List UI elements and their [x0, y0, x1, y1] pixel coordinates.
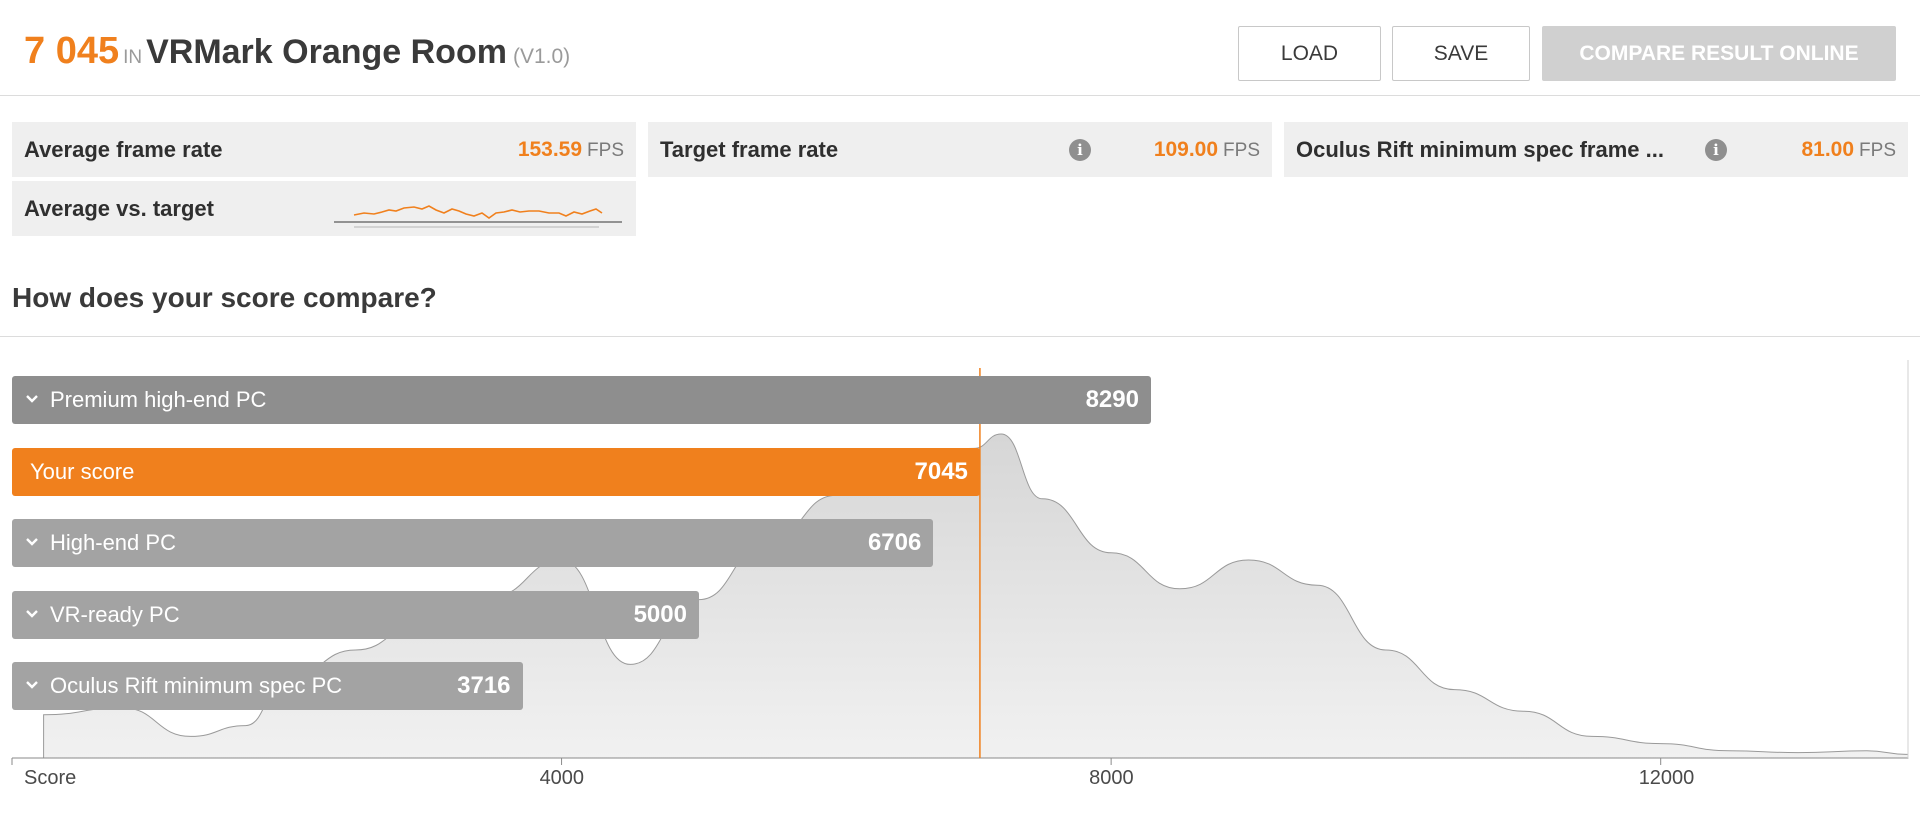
bar-value: 5000 — [633, 601, 687, 628]
x-tick-label: 4000 — [539, 767, 585, 789]
bar-label: Your score — [30, 459, 135, 484]
info-icon[interactable]: i — [1069, 139, 1091, 161]
save-button[interactable]: SAVE — [1392, 26, 1530, 81]
x-tick-label: 8000 — [1089, 767, 1134, 789]
compare-section-title: How does your score compare? — [12, 282, 437, 313]
oculus-min-spec-value: 81.00 FPS — [1801, 122, 1896, 178]
score-in-label: IN — [123, 47, 143, 68]
info-icon[interactable]: i — [1705, 139, 1727, 161]
average-frame-rate-label: Average frame rate — [24, 137, 223, 162]
bar-label: VR-ready PC — [50, 602, 180, 627]
bar-value: 8290 — [1085, 386, 1139, 413]
chevron-down-icon — [26, 610, 38, 618]
bar-label: Oculus Rift minimum spec PC — [50, 673, 343, 698]
oculus-min-spec-label: Oculus Rift minimum spec frame ... — [1296, 137, 1664, 162]
chevron-down-icon — [26, 681, 38, 689]
x-tick-label: 12000 — [1638, 767, 1695, 789]
target-frame-rate-tile: Target frame rate i 109.00 FPS — [648, 122, 1272, 177]
benchmark-version: (V1.0) — [512, 45, 571, 68]
comparison-bar[interactable]: Premium high-end PC 8290 — [12, 376, 1151, 424]
comparison-bar[interactable]: Oculus Rift minimum spec PC 3716 — [12, 662, 523, 710]
comparison-bar[interactable]: High-end PC 6706 — [12, 519, 934, 567]
target-frame-rate-label: Target frame rate — [660, 137, 839, 162]
average-frame-rate-tile: Average frame rate 153.59 FPS — [12, 122, 636, 177]
bar-label: High-end PC — [50, 530, 176, 555]
sparkline-average-line — [353, 205, 603, 219]
average-vs-target-label: Average vs. target — [24, 196, 214, 221]
chevron-down-icon — [26, 395, 38, 403]
bar-value: 6706 — [867, 529, 922, 556]
compare-result-online-button[interactable]: COMPARE RESULT ONLINE — [1542, 26, 1896, 81]
target-frame-rate-number: 109.00 — [1153, 138, 1219, 161]
average-frame-rate-number: 153.59 — [517, 138, 583, 161]
chevron-down-icon — [26, 538, 38, 546]
x-axis-label: Score — [24, 767, 77, 789]
score-title: 7 045 IN VRMark Orange Room (V1.0) — [24, 30, 570, 73]
comparison-bar[interactable]: VR-ready PC 5000 — [12, 591, 699, 639]
average-vs-target-sparkline — [334, 205, 622, 228]
average-frame-rate-unit: FPS — [587, 140, 624, 161]
result-header: 7 045 IN VRMark Orange Room (V1.0) LOAD SAV… — [0, 0, 1920, 96]
bar-value: 7045 — [914, 458, 968, 485]
average-vs-target-tile: Average vs. target — [12, 181, 636, 236]
target-frame-rate-value: 109.00 FPS — [1154, 122, 1260, 178]
oculus-min-spec-unit: FPS — [1859, 140, 1896, 161]
benchmark-name: VRMark Orange Room — [146, 33, 507, 71]
average-frame-rate-value: 153.59 FPS — [518, 122, 624, 178]
bar-label: Premium high-end PC — [50, 387, 267, 412]
bar-value: 3716 — [457, 672, 511, 699]
your-score-bar: Your score 7045 — [12, 448, 980, 496]
load-button[interactable]: LOAD — [1238, 26, 1381, 81]
score-value: 7 045 — [24, 30, 120, 72]
oculus-min-spec-number: 81.00 — [1801, 138, 1855, 161]
oculus-min-spec-tile: Oculus Rift minimum spec frame ... i 81.… — [1284, 122, 1908, 177]
target-frame-rate-unit: FPS — [1223, 140, 1260, 161]
section-divider — [0, 336, 1920, 337]
